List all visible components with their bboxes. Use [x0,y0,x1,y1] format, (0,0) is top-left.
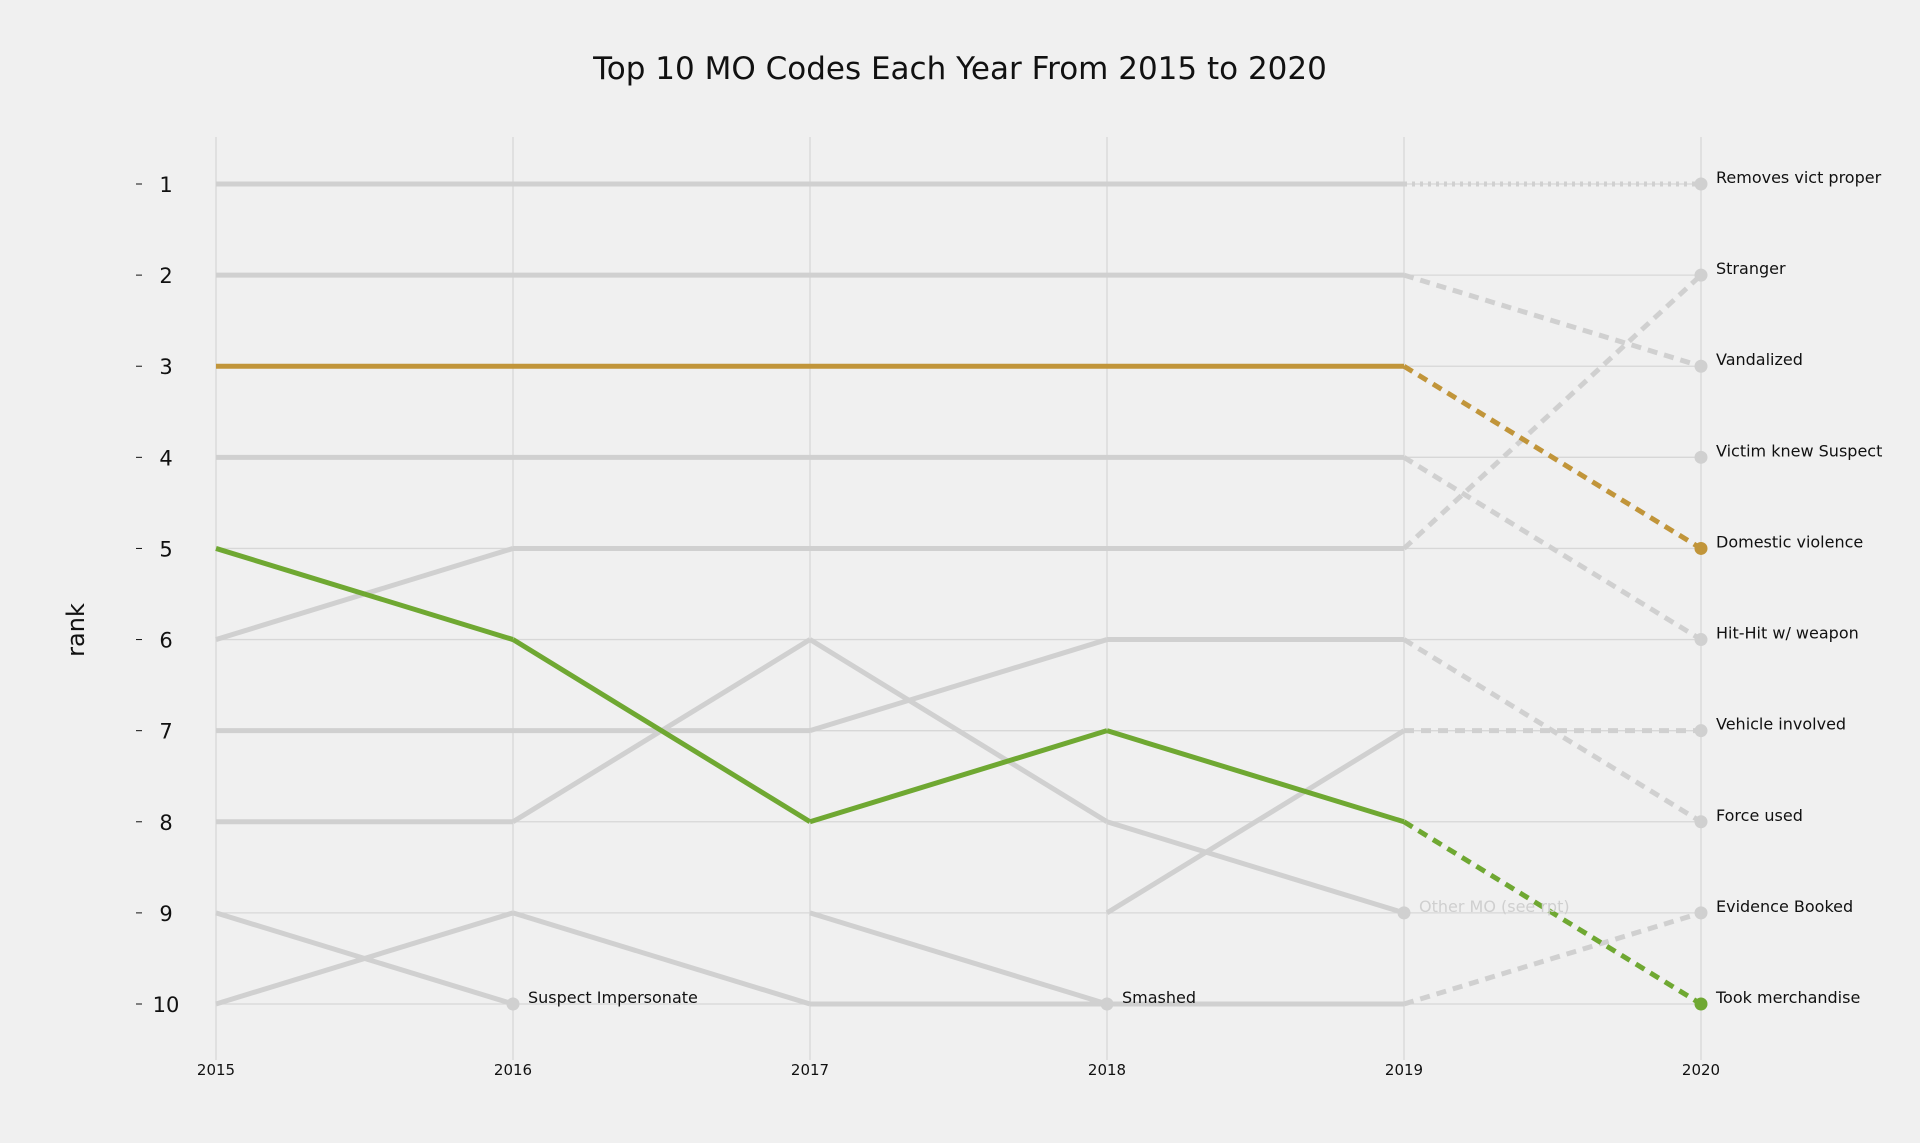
y-tick-label-10: 10 [153,993,180,1017]
series-label-2: Vandalized [1716,350,1803,369]
series-segment-4-4 [1402,364,1703,551]
series-end-point-4 [1694,541,1708,555]
series-end-point-9 [1694,997,1708,1011]
series-segment-9-2 [809,728,1108,825]
x-tick-label-2017: 2017 [791,1061,829,1079]
y-tick-label-7: 7 [159,720,172,744]
series-end-point-12 [1100,997,1114,1011]
series-label-3: Victim knew Suspect [1716,441,1882,460]
series-segment-9-4 [1402,819,1703,1007]
series-segment-2-4 [1403,272,1702,369]
x-tick-label-2020: 2020 [1682,1061,1720,1079]
x-tick-label-2016: 2016 [494,1061,532,1079]
y-tick-label-6: 6 [159,629,172,653]
series-segment-8-4 [1403,910,1702,1007]
y-tick-label-3: 3 [159,355,172,379]
x-tick-label-2019: 2019 [1385,1061,1423,1079]
x-tick-label-2015: 2015 [197,1061,235,1079]
series-end-point-2 [1694,359,1708,373]
series-segment-9-0 [215,546,514,642]
series-end-point-5 [1694,633,1708,647]
series-segment-5-4 [1402,455,1703,642]
series-label-1: Stranger [1716,259,1786,278]
series-end-points [506,177,1708,1011]
series-segment-7-2 [809,637,1108,734]
series-label-4: Domestic violence [1716,532,1863,551]
series-end-point-6 [1694,724,1708,738]
series-segment-10-2 [808,637,1109,824]
highlighted-series-lines [215,363,1703,1007]
chart-title: Top 10 MO Codes Each Year From 2015 to 2… [592,51,1327,87]
y-tick-label-2: 2 [159,264,172,288]
muted-series-lines [215,181,1703,1007]
series-label-7: Force used [1716,806,1803,825]
series-label-11: Suspect Impersonate [528,988,698,1007]
series-label-10: Other MO (see rpt) [1419,897,1570,916]
series-labels: Removes vict proper Stranger Vandalized Vic… [528,168,1882,1007]
y-tick-label-8: 8 [159,811,172,835]
series-segment-9-3 [1106,728,1405,825]
series-label-9: Took merchandise [1715,988,1860,1007]
y-tick-label-9: 9 [159,902,172,926]
series-segment-8-1 [512,910,811,1007]
series-end-point-7 [1694,815,1708,829]
x-tick-label-2018: 2018 [1088,1061,1126,1079]
series-end-point-8 [1694,906,1708,920]
series-end-point-0 [1694,177,1708,191]
series-segment-11-0 [215,910,514,1007]
series-end-point-10 [1397,906,1411,920]
y-tick-label-4: 4 [159,446,172,470]
series-segment-10-3 [1106,819,1405,916]
series-end-point-3 [1694,450,1708,464]
y-axis-label: rank [62,603,90,657]
series-label-8: Evidence Booked [1716,897,1853,916]
series-label-12: Smashed [1122,988,1196,1007]
series-label-5: Hit-Hit w/ weapon [1716,624,1859,643]
series-label-6: Vehicle involved [1716,715,1846,734]
series-segment-7-4 [1402,637,1703,824]
series-label-0: Removes vict proper [1716,168,1882,187]
y-tick-label-1: 1 [159,173,172,197]
series-segment-9-1 [511,637,812,824]
series-segment-12-0 [809,910,1108,1007]
series-end-point-11 [506,997,520,1011]
series-end-point-1 [1694,268,1708,282]
axis-ticks: 1 2 3 4 5 6 7 8 9 10 2015 2016 2017 2018 2019 2020 [136,173,1720,1079]
y-tick-label-5: 5 [159,537,172,561]
series-segment-6-0 [1105,728,1406,916]
